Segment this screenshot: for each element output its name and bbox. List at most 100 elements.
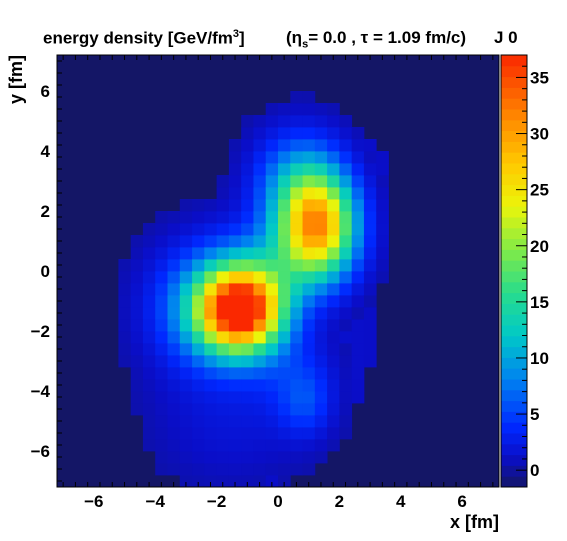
heatmap-cell (142, 247, 156, 260)
heatmap-cell (241, 115, 254, 128)
colorbar-band (501, 152, 527, 164)
heatmap-cell (167, 403, 181, 416)
heatmap-cell (155, 355, 168, 368)
heatmap-cell (192, 223, 205, 236)
heatmap-cell (278, 283, 291, 296)
heatmap-cell (351, 367, 365, 380)
heatmap-cell (290, 211, 303, 224)
heatmap-cell (302, 451, 316, 464)
heatmap-cell (314, 283, 328, 296)
heatmap-cell (290, 403, 303, 416)
heatmap-cell (241, 463, 254, 476)
heatmap-cell (327, 127, 340, 140)
colorbar-band (501, 249, 527, 261)
heatmap-cell (327, 427, 340, 440)
heatmap-cell (363, 331, 377, 344)
heatmap-cell (290, 247, 303, 260)
heatmap-cell (179, 223, 193, 236)
heatmap-cell (278, 211, 291, 224)
heatmap-cell (290, 343, 303, 356)
heatmap-cell (339, 235, 353, 248)
heatmap-cell (241, 163, 254, 176)
heatmap-cell (290, 115, 303, 128)
heatmap-cell (376, 259, 389, 272)
heatmap-cell (265, 259, 279, 272)
heatmap-cell (228, 295, 242, 308)
heatmap-cell (363, 343, 377, 356)
heatmap-cell (167, 319, 181, 332)
heatmap-cell (192, 235, 205, 248)
heatmap-cell (376, 151, 389, 164)
colorbar-band (501, 87, 527, 99)
heatmap-cell (241, 331, 254, 344)
colorbar-band (501, 303, 527, 315)
heatmap-cell (155, 403, 168, 416)
heatmap-cell (130, 319, 144, 332)
colorbar-tick-label: 5 (530, 405, 539, 424)
y-tick-label: 4 (41, 142, 51, 161)
heatmap-cell (241, 139, 254, 152)
colorbar-band (501, 433, 527, 445)
heatmap-cell (290, 139, 303, 152)
heatmap-cell (192, 199, 205, 212)
heatmap-cell (351, 283, 365, 296)
heatmap-cell (155, 439, 168, 452)
heatmap-cell (265, 151, 279, 164)
heatmap-cell (265, 235, 279, 248)
heatmap-cell (363, 355, 377, 368)
heatmap-cell (253, 415, 267, 428)
colorbar-band (501, 184, 527, 196)
heatmap-cell (290, 175, 303, 188)
heatmap-cell (302, 139, 316, 152)
colorbar-band (501, 422, 527, 434)
heatmap-cell (314, 115, 328, 128)
heatmap-cell (278, 103, 291, 116)
heatmap-cell (216, 235, 230, 248)
heatmap-cell (155, 343, 168, 356)
heatmap-cell (339, 211, 353, 224)
heatmap-cell (314, 175, 328, 188)
y-tick-label: −6 (31, 442, 50, 461)
heatmap-cell (228, 187, 242, 200)
heatmap-cell (253, 331, 267, 344)
heatmap-cell (314, 367, 328, 380)
heatmap-cell (302, 415, 316, 428)
heatmap-cell (118, 355, 132, 368)
heatmap-cell (290, 391, 303, 404)
colorbar-band (501, 389, 527, 402)
heatmap-cell (241, 187, 254, 200)
y-tick-label: −2 (31, 322, 50, 341)
heatmap-cell (142, 367, 156, 380)
heatmap-cell (241, 403, 254, 416)
heatmap-cell (290, 415, 303, 428)
y-tick-label: 6 (41, 82, 50, 101)
heatmap-cell (204, 223, 218, 236)
heatmap-cell (376, 235, 389, 248)
heatmap-cell (351, 343, 365, 356)
heatmap-cell (228, 223, 242, 236)
heatmap-cell (167, 427, 181, 440)
heatmap-cell (290, 127, 303, 140)
heatmap-cell (118, 307, 132, 320)
heatmap-cell (155, 451, 168, 464)
heatmap-cell (167, 343, 181, 356)
heatmap-cell (351, 187, 365, 200)
heatmap-cell (192, 355, 205, 368)
heatmap-cell (241, 367, 254, 380)
heatmap-cell (241, 151, 254, 164)
heatmap-cell (265, 199, 279, 212)
colorbar-band (501, 173, 527, 186)
colorbar-band (501, 119, 527, 132)
heatmap-cell (142, 403, 156, 416)
plot-frame (56, 54, 500, 488)
heatmap-cell (179, 235, 193, 248)
heatmap-cell (265, 355, 279, 368)
heatmap-cell (351, 307, 365, 320)
heatmap-cell (192, 379, 205, 392)
heatmap-cell (253, 235, 267, 248)
heatmap-cell (192, 367, 205, 380)
heatmap-cell (241, 343, 254, 356)
heatmap-cell (241, 175, 254, 188)
heatmap-cell (216, 259, 230, 272)
heatmap-cell (302, 331, 316, 344)
